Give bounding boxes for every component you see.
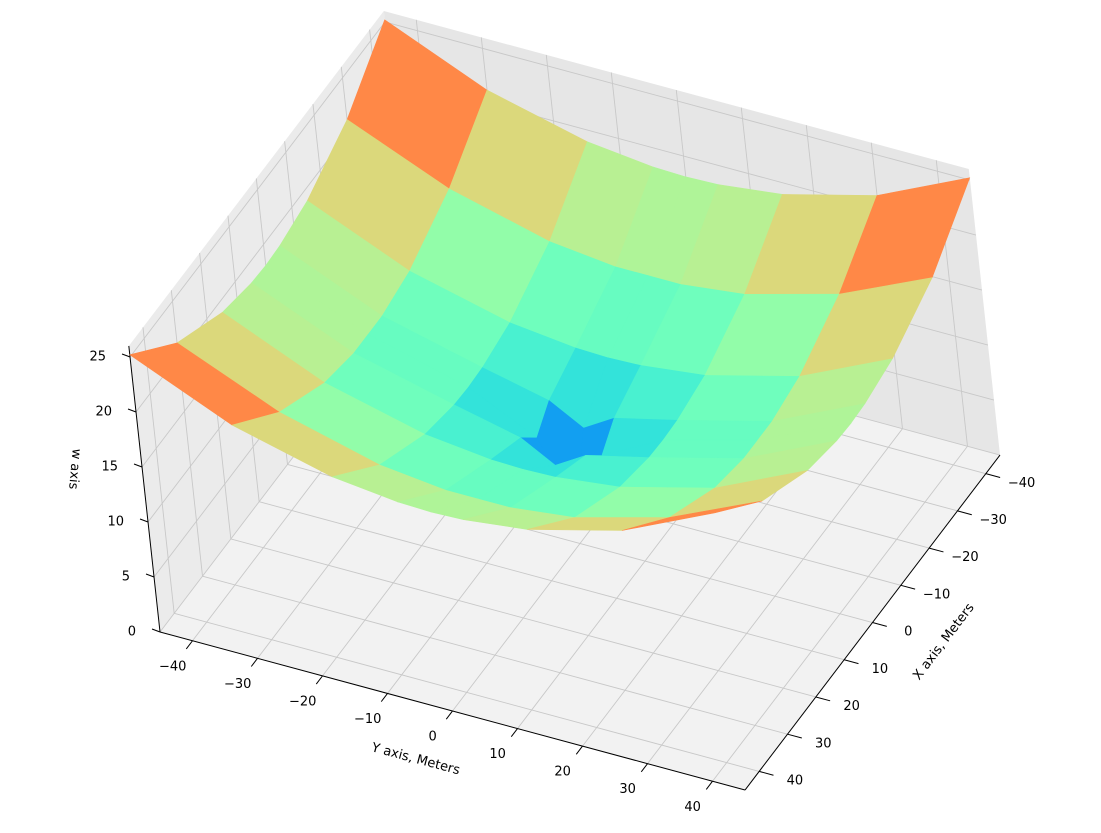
x-tick — [759, 770, 774, 776]
x-tick — [787, 733, 802, 739]
y-tick — [315, 675, 323, 685]
y-axis-label: Y axis, Meters — [369, 740, 462, 778]
z-tick-label: 10 — [107, 514, 124, 529]
y-tick-label: 30 — [619, 782, 636, 797]
z-tick — [121, 353, 131, 358]
y-tick — [640, 763, 648, 773]
y-tick — [185, 640, 193, 650]
z-tick-label: 25 — [89, 349, 106, 364]
x-tick-label: −40 — [1008, 476, 1035, 491]
surface-patch — [648, 439, 759, 459]
x-tick-label: −10 — [923, 587, 950, 602]
y-tick — [380, 693, 388, 702]
y-tick-label: −30 — [224, 677, 251, 692]
y-tick-label: −40 — [159, 659, 186, 674]
x-tick — [900, 584, 916, 590]
surface-patch — [622, 500, 763, 531]
axis-line — [128, 345, 161, 633]
z-tick-label: 0 — [128, 624, 136, 639]
x-tick-label: 30 — [815, 736, 832, 751]
y-tick — [250, 658, 258, 667]
z-tick-label: 15 — [101, 459, 118, 474]
y-tick-label: −10 — [354, 712, 381, 727]
z-tick — [151, 628, 161, 633]
y-tick — [510, 728, 518, 738]
z-tick-label: 5 — [122, 569, 130, 584]
x-tick-label: 10 — [872, 662, 889, 677]
x-tick-label: 20 — [843, 699, 860, 714]
y-tick-label: 0 — [429, 730, 437, 745]
x-tick — [844, 659, 859, 665]
x-tick-label: −30 — [980, 513, 1007, 528]
y-tick — [445, 710, 453, 720]
x-tick-label: 0 — [904, 625, 912, 640]
grid-line — [712, 445, 968, 782]
x-axis-label: X axis, Meters — [910, 600, 977, 683]
surface-patch — [662, 419, 773, 441]
y-tick-label: −20 — [289, 694, 316, 709]
x-tick — [929, 547, 944, 553]
x-tick — [872, 622, 887, 627]
grid-line — [129, 21, 386, 358]
grid-line — [142, 327, 175, 614]
grid-line — [170, 290, 203, 577]
y-tick — [575, 745, 583, 755]
grid-line — [647, 428, 903, 764]
x-tick-label: 40 — [787, 774, 804, 789]
z-tick — [145, 573, 155, 578]
x-tick-label: −20 — [951, 550, 978, 565]
grid-line — [384, 21, 971, 181]
z-tick — [133, 463, 143, 468]
x-tick — [957, 510, 972, 516]
z-tick — [139, 518, 149, 523]
y-tick-label: 10 — [489, 747, 506, 762]
z-tick-label: 20 — [95, 404, 112, 419]
z-tick — [127, 408, 137, 413]
y-tick-label: 20 — [554, 765, 571, 780]
y-tick-label: 40 — [684, 800, 701, 815]
z-axis-label: w axis — [65, 448, 84, 490]
y-tick — [705, 780, 713, 790]
x-tick — [985, 473, 1001, 478]
x-tick — [815, 696, 831, 702]
